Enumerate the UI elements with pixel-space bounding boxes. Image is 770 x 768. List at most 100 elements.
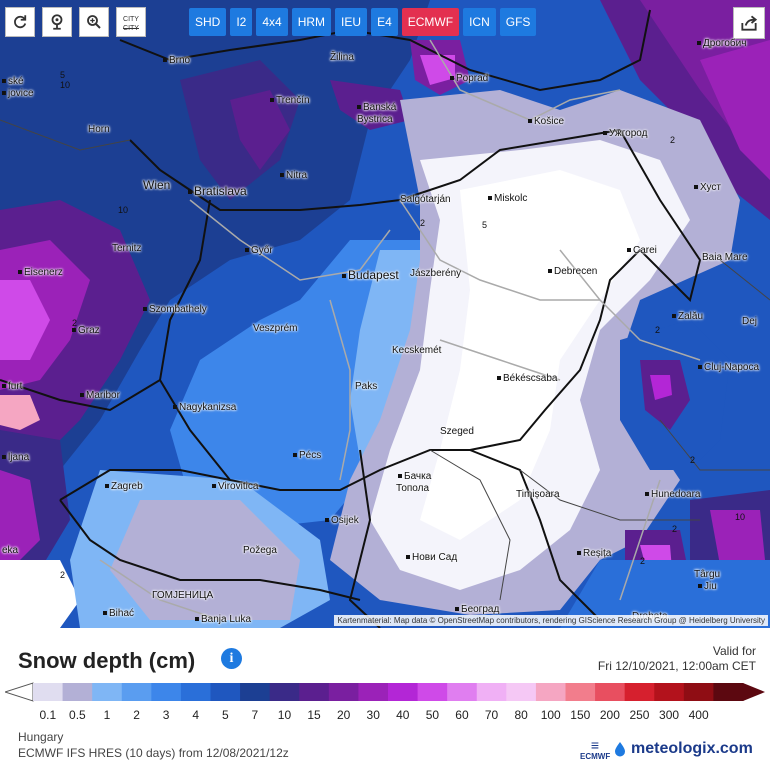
city-label: Timișoara (516, 489, 560, 500)
city-label: Jiu (698, 581, 717, 592)
city-marker-icon (697, 41, 701, 46)
city-label: Bratislava (188, 184, 247, 198)
info-icon[interactable]: i (221, 648, 242, 669)
city-label: Zagreb (105, 481, 143, 492)
city-label: Бачка (398, 471, 431, 482)
city-name: Бачка (404, 471, 432, 482)
colorbar-swatch (683, 683, 714, 701)
contour-label: 2 (60, 570, 66, 580)
city-marker-icon (105, 484, 109, 489)
contour-label: 5 (60, 70, 66, 80)
city-label: Târgu (694, 569, 720, 580)
ecmwf-logo-text: ECMWF (580, 752, 611, 761)
tab-gfs[interactable]: GFS (499, 8, 537, 36)
colorbar-swatch (447, 683, 478, 701)
city-marker-icon (280, 173, 284, 178)
city-marker-icon (325, 518, 329, 523)
city-name: Bihać (109, 608, 135, 619)
city-name: Baia Mare (702, 252, 748, 263)
colorbar-swatch (151, 683, 182, 701)
tab-ecmwf[interactable]: ECMWF (401, 8, 460, 36)
magnifier-zoom-icon (87, 15, 101, 29)
city-labels-toggle[interactable]: CITY CITY (116, 7, 146, 37)
map-attribution: Kartenmaterial: Map data © OpenStreetMap… (334, 615, 768, 626)
city-name: Budapest (348, 268, 399, 282)
city-name: Хуст (700, 182, 721, 193)
colorbar-swatch (180, 683, 211, 701)
city-name: Paks (355, 381, 378, 392)
ecmwf-logo: ≡ ECMWF (580, 737, 611, 761)
city-label: Miskolc (488, 193, 527, 204)
colorbar-tick-label: 150 (570, 708, 591, 722)
city-label: Győr (245, 245, 273, 256)
colorbar-swatch (240, 683, 271, 701)
refresh-button[interactable] (5, 7, 35, 37)
city-marker-icon (627, 248, 631, 253)
share-icon (741, 15, 758, 31)
city-marker-icon (2, 79, 6, 84)
valid-for-label: Valid for (712, 644, 756, 658)
colorbar-swatch (299, 683, 330, 701)
city-marker-icon (188, 189, 192, 194)
tab-4x4[interactable]: 4x4 (256, 8, 288, 36)
colorbar-swatch (210, 683, 241, 701)
tab-shd[interactable]: SHD (189, 8, 227, 36)
colorbar-tick-label: 2 (133, 708, 140, 722)
valid-date: Fri 12/10/2021, 12:00am CET (597, 659, 756, 673)
city-name: Graz (78, 325, 100, 336)
city-marker-icon (163, 58, 167, 63)
legend-title: Snow depth (cm) (18, 648, 196, 673)
colorbar-tick-label: 100 (540, 708, 561, 722)
city-marker-icon (698, 584, 702, 589)
city-marker-icon (450, 76, 454, 81)
city-name: Szombathely (149, 304, 207, 315)
city-marker-icon (80, 393, 84, 398)
contour-label: 10 (118, 205, 129, 215)
city-marker-icon (406, 555, 410, 560)
colorbar-tick-label: 7 (251, 708, 259, 722)
city-name: Jiu (704, 581, 717, 592)
contour-label: 2 (655, 325, 661, 335)
city-marker-icon (212, 484, 216, 489)
city-marker-icon (357, 105, 361, 110)
city-label: Brno (163, 55, 190, 66)
weather-map[interactable]: CITY CITY SHD I2 4x4 HRM IEU E4 ECMWF IC… (0, 0, 770, 628)
city-name: Poprad (456, 73, 489, 84)
colorbar-min-arrow (5, 682, 34, 702)
city-name: Reșița (583, 548, 612, 559)
city-label: Eisenerz (18, 267, 63, 278)
tab-i2[interactable]: I2 (230, 8, 253, 36)
city-label: Banja Luka (195, 614, 251, 625)
tab-ieu[interactable]: IEU (335, 8, 368, 36)
city-name: ljana (8, 452, 30, 463)
contour-label: 2 (670, 135, 676, 145)
city-name: jovice (8, 88, 34, 99)
colorbar-tick-label: 60 (455, 708, 469, 722)
city-marker-icon (143, 307, 147, 312)
city-name: Banja Luka (201, 614, 252, 625)
city-label: Budapest (342, 268, 399, 282)
tab-hrm[interactable]: HRM (291, 8, 332, 36)
colorbar-swatch (388, 683, 419, 701)
tab-icn[interactable]: ICN (463, 8, 496, 36)
city-label: Horn (88, 124, 110, 135)
city-marker-icon (455, 607, 459, 612)
brand-text: meteologix.com (631, 740, 753, 757)
meteologix-logo[interactable]: meteologix.com (612, 740, 753, 758)
colorbar-ticks: 0.1 0.5 1 2 3 4 5 7 10 15 20 30 40 50 60 70 80 100 150 200 2… (0, 708, 770, 724)
city-toggle-label-struck: CITY (123, 25, 139, 32)
zoom-button[interactable] (79, 7, 109, 37)
tab-e4[interactable]: E4 (371, 8, 398, 36)
city-name: Szeged (440, 426, 474, 437)
city-marker-icon (528, 119, 532, 124)
city-name: Топола (396, 483, 430, 494)
colorbar-swatch (506, 683, 537, 701)
city-marker-icon (270, 98, 274, 103)
colorbar-tick-label: 400 (688, 708, 709, 722)
city-name: Дрогобич (703, 38, 747, 49)
colorbar-tick-label: 250 (629, 708, 650, 722)
location-button[interactable] (42, 7, 72, 37)
colorbar-tick-label: 15 (307, 708, 321, 722)
share-button[interactable] (733, 7, 765, 39)
city-name: ГОМЈЕНИЦА (152, 590, 214, 601)
